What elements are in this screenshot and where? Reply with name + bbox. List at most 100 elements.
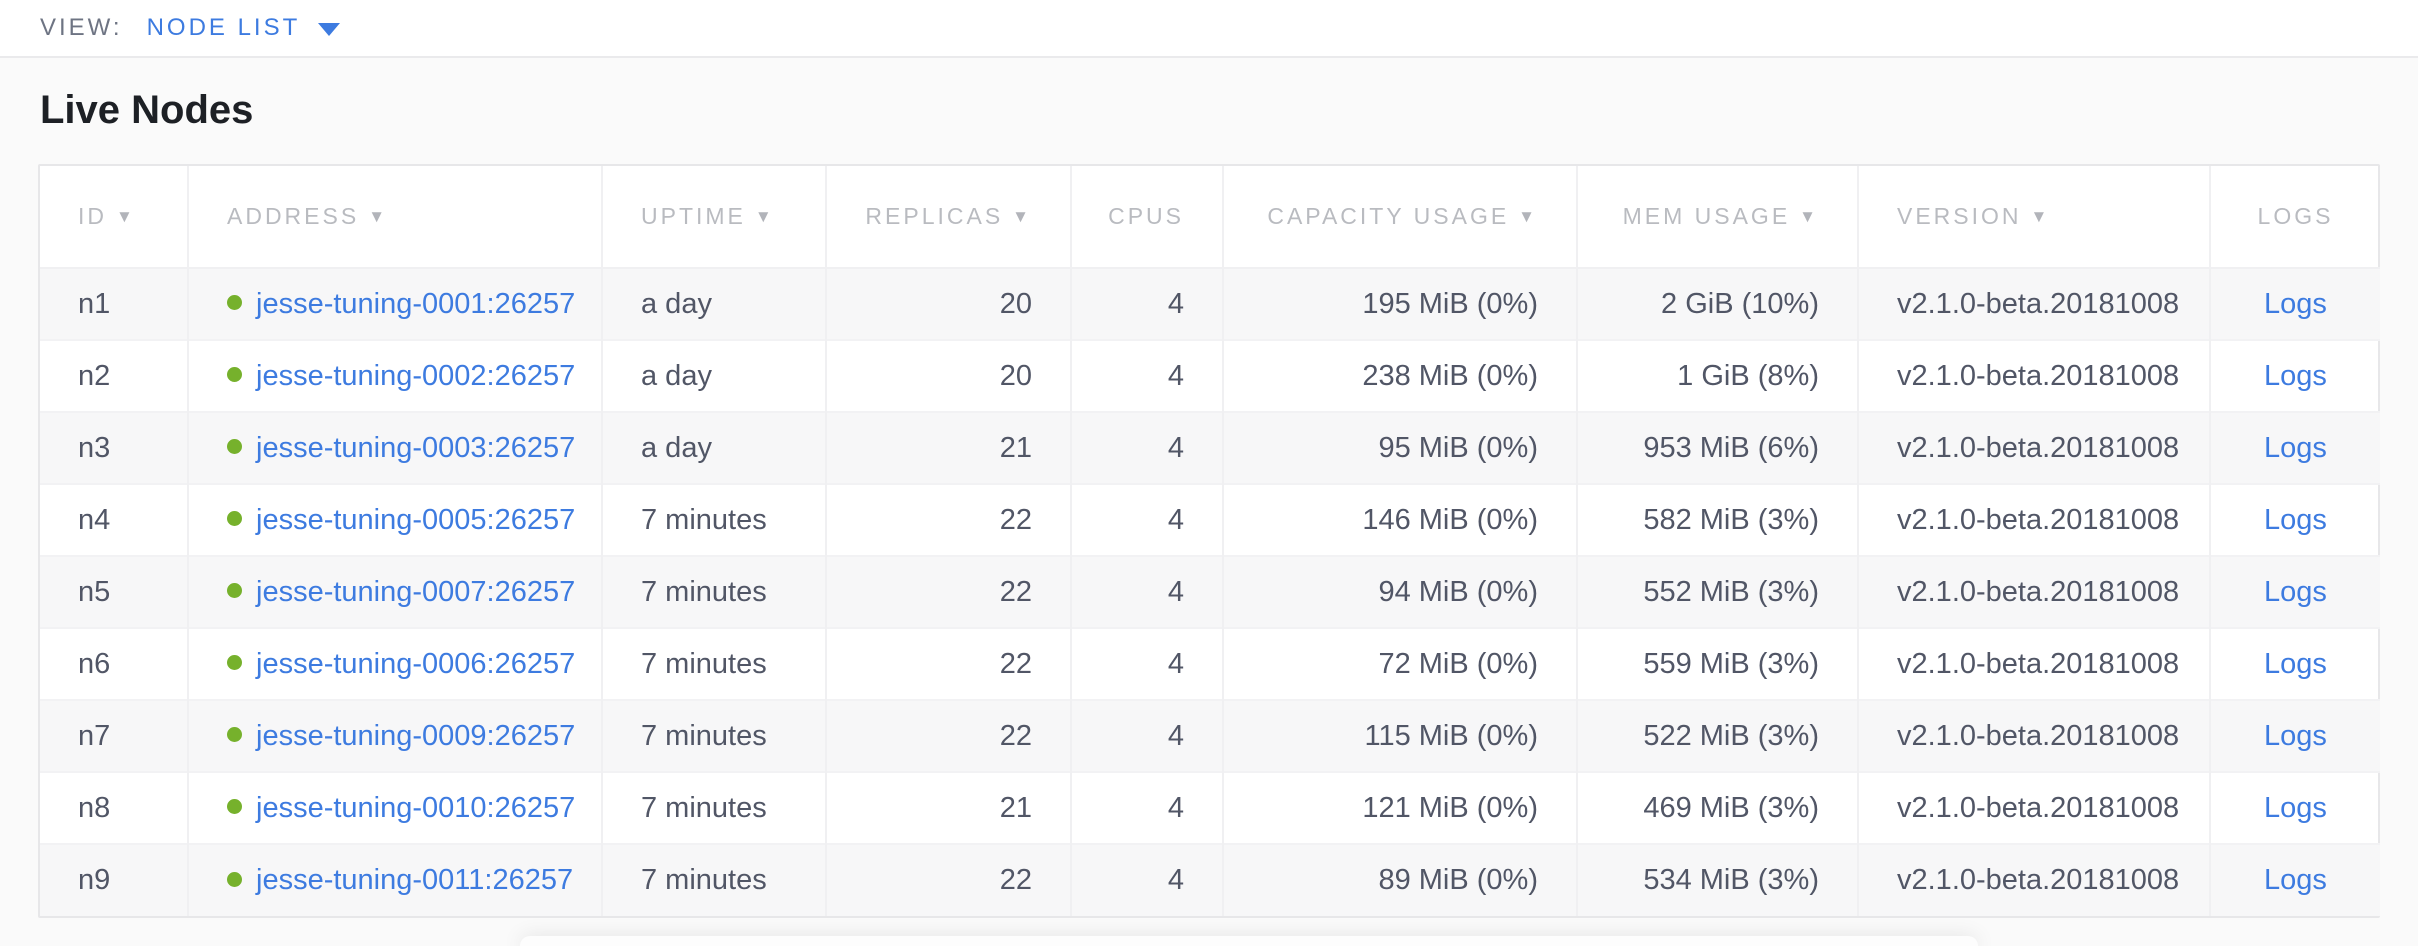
cell-address: jesse-tuning-0007:26257 [188, 555, 603, 628]
table-row: n9 jesse-tuning-0011:26257 7 minutes 22 4 89 … [40, 843, 2380, 916]
cell-cpus: 4 [1071, 268, 1224, 340]
cell-mem: 2 GiB (10%) [1577, 268, 1859, 340]
node-logs-link[interactable]: Logs [2264, 575, 2327, 608]
cell-logs: Logs [2210, 411, 2380, 484]
cell-uptime: 7 minutes [602, 771, 827, 844]
column-header-address[interactable]: ADDRESS ▼ [188, 166, 603, 269]
node-healthy-dot-icon [227, 583, 242, 599]
node-logs-link[interactable]: Logs [2264, 503, 2327, 536]
cell-address: jesse-tuning-0009:26257 [188, 699, 603, 772]
cell-uptime: 7 minutes [602, 483, 827, 556]
cell-address: jesse-tuning-0001:26257 [188, 268, 603, 340]
cell-mem: 559 MiB (3%) [1577, 627, 1859, 700]
nodes-table: ID ▼ ADDRESS ▼ UPTIME ▼ REPLICAS ▼ CPUS CAPACITY … [40, 166, 2380, 916]
cell-replicas: 20 [826, 268, 1072, 340]
view-label: VIEW: [40, 14, 123, 41]
cell-mem: 534 MiB (3%) [1577, 843, 1859, 916]
node-address-link[interactable]: jesse-tuning-0006:26257 [256, 647, 576, 680]
column-label: MEM USAGE [1622, 203, 1791, 229]
view-selector-dropdown[interactable]: NODE LIST [147, 14, 341, 42]
node-healthy-dot-icon [227, 367, 242, 383]
column-label: UPTIME [641, 203, 746, 229]
table-row: n2 jesse-tuning-0002:26257 a day 20 4 238 MiB… [40, 339, 2380, 412]
column-header-id[interactable]: ID ▼ [40, 166, 189, 269]
cell-uptime: a day [602, 411, 827, 484]
cell-logs: Logs [2210, 843, 2380, 916]
cell-logs: Logs [2210, 555, 2380, 628]
table-row: n7 jesse-tuning-0009:26257 7 minutes 22 4 115… [40, 699, 2380, 772]
node-logs-link[interactable]: Logs [2264, 791, 2327, 824]
cell-replicas: 22 [826, 627, 1072, 700]
cell-capacity: 94 MiB (0%) [1223, 555, 1578, 628]
cell-cpus: 4 [1071, 771, 1224, 844]
cell-version: v2.1.0-beta.20181008 [1858, 483, 2211, 556]
cell-cpus: 4 [1071, 699, 1224, 772]
cell-version: v2.1.0-beta.20181008 [1858, 411, 2211, 484]
column-label: REPLICAS [865, 203, 1004, 229]
chevron-down-icon [318, 23, 341, 36]
cell-address: jesse-tuning-0010:26257 [188, 771, 603, 844]
node-address-link[interactable]: jesse-tuning-0010:26257 [256, 791, 576, 824]
node-logs-link[interactable]: Logs [2264, 359, 2327, 392]
cell-mem: 522 MiB (3%) [1577, 699, 1859, 772]
column-header-mem[interactable]: MEM USAGE ▼ [1577, 166, 1859, 269]
table-row: n4 jesse-tuning-0005:26257 7 minutes 22 4 146… [40, 483, 2380, 556]
cell-capacity: 238 MiB (0%) [1223, 339, 1578, 412]
cell-version: v2.1.0-beta.20181008 [1858, 627, 2211, 700]
node-address-link[interactable]: jesse-tuning-0009:26257 [256, 719, 576, 752]
node-logs-link[interactable]: Logs [2264, 431, 2327, 464]
cell-address: jesse-tuning-0011:26257 [188, 843, 603, 916]
sort-desc-icon: ▼ [1518, 207, 1538, 226]
column-label: CAPACITY USAGE [1267, 203, 1510, 229]
cell-version: v2.1.0-beta.20181008 [1858, 771, 2211, 844]
node-address-link[interactable]: jesse-tuning-0005:26257 [256, 503, 576, 536]
node-address-link[interactable]: jesse-tuning-0011:26257 [256, 864, 574, 896]
node-address-link[interactable]: jesse-tuning-0002:26257 [256, 359, 576, 392]
cell-replicas: 22 [826, 699, 1072, 772]
cell-id: n1 [40, 268, 189, 340]
sort-desc-icon: ▼ [1012, 207, 1032, 226]
table-row: n3 jesse-tuning-0003:26257 a day 21 4 95 MiB … [40, 411, 2380, 484]
live-nodes-card: ID ▼ ADDRESS ▼ UPTIME ▼ REPLICAS ▼ CPUS CAPACITY … [38, 164, 2380, 918]
cell-cpus: 4 [1071, 411, 1224, 484]
cell-mem: 582 MiB (3%) [1577, 483, 1859, 556]
node-address-link[interactable]: jesse-tuning-0003:26257 [256, 431, 576, 464]
column-header-uptime[interactable]: UPTIME ▼ [602, 166, 827, 269]
node-logs-link[interactable]: Logs [2264, 287, 2327, 320]
node-logs-link[interactable]: Logs [2264, 647, 2327, 680]
table-row: n8 jesse-tuning-0010:26257 7 minutes 21 4 121… [40, 771, 2380, 844]
cell-replicas: 21 [826, 771, 1072, 844]
node-address-link[interactable]: jesse-tuning-0007:26257 [256, 575, 576, 608]
column-header-version[interactable]: VERSION ▼ [1858, 166, 2211, 269]
node-healthy-dot-icon [227, 295, 242, 311]
cell-cpus: 4 [1071, 483, 1224, 556]
cell-replicas: 21 [826, 411, 1072, 484]
column-header-replicas[interactable]: REPLICAS ▼ [826, 166, 1072, 269]
cell-capacity: 146 MiB (0%) [1223, 483, 1578, 556]
column-header-capacity[interactable]: CAPACITY USAGE ▼ [1223, 166, 1578, 269]
cell-capacity: 95 MiB (0%) [1223, 411, 1578, 484]
node-logs-link[interactable]: Logs [2264, 864, 2327, 896]
sort-desc-icon: ▼ [2030, 207, 2051, 226]
cell-logs: Logs [2210, 771, 2380, 844]
cell-address: jesse-tuning-0006:26257 [188, 627, 603, 700]
cell-capacity: 121 MiB (0%) [1223, 771, 1578, 844]
cell-id: n6 [40, 627, 189, 700]
cell-mem: 469 MiB (3%) [1577, 771, 1859, 844]
node-address-link[interactable]: jesse-tuning-0001:26257 [256, 287, 576, 320]
column-label: VERSION [1897, 203, 2022, 229]
column-label: CPUS [1108, 203, 1184, 229]
sort-desc-icon: ▼ [368, 207, 389, 226]
next-card-edge [520, 936, 1978, 946]
cell-id: n9 [40, 843, 189, 916]
node-healthy-dot-icon [227, 799, 242, 815]
cell-id: n8 [40, 771, 189, 844]
cell-version: v2.1.0-beta.20181008 [1858, 268, 2211, 340]
cell-replicas: 20 [826, 339, 1072, 412]
cell-id: n4 [40, 483, 189, 556]
node-logs-link[interactable]: Logs [2264, 719, 2327, 752]
cell-id: n5 [40, 555, 189, 628]
cell-replicas: 22 [826, 555, 1072, 628]
view-toolbar: VIEW: NODE LIST [0, 0, 2418, 58]
